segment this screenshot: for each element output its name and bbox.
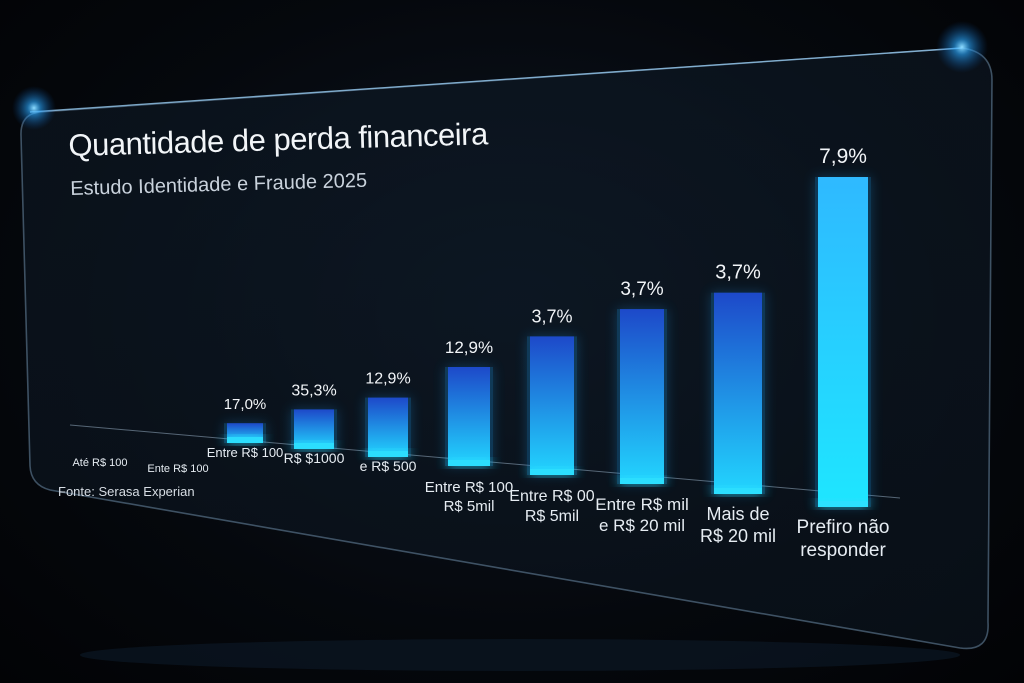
bar-base-glow (530, 469, 574, 475)
bar-base-glow (818, 501, 868, 507)
category-label-line: R$ 5mil (525, 508, 579, 525)
category-label: Prefiro não responder (797, 517, 890, 561)
bar-base-glow (620, 478, 664, 484)
bar-7 (620, 309, 664, 484)
category-label-line: Entre R$ mil (595, 495, 689, 514)
bar-3 (294, 409, 334, 449)
bar-9 (818, 177, 868, 507)
category-label-line: Até R$ 100 (72, 457, 127, 469)
category-label: Entre R$ 100 (207, 445, 284, 460)
category-label: Entre R$ 100 R$ 5mil (425, 479, 513, 515)
category-label-line: Entre R$ 00 (509, 488, 594, 505)
category-label-line: Entre R$ 100 (207, 445, 284, 460)
value-label: 12,9% (365, 371, 410, 388)
category-label-line: Entre R$ 100 (425, 479, 513, 496)
bar-base-glow (448, 460, 490, 466)
bar-6 (530, 336, 574, 475)
category-label: Entre R$ mil e R$ 20 mil (595, 495, 689, 535)
bar-5 (448, 367, 490, 466)
bar-8 (714, 292, 762, 494)
value-label: 3,7% (531, 306, 572, 326)
category-label-line: responder (800, 540, 886, 561)
category-label: Ente R$ 100 (147, 463, 208, 475)
bar-base-glow (294, 443, 334, 449)
value-label: 17,0% (224, 396, 267, 413)
category-label: Mais de R$ 20 mil (700, 504, 776, 546)
category-label-line: Ente R$ 100 (147, 463, 208, 475)
category-label-line: e R$ 500 (360, 458, 417, 474)
bar-base-glow (368, 451, 408, 457)
category-label-line: R$ $1000 (284, 450, 345, 466)
value-label: 3,7% (620, 279, 663, 300)
category-label-line: Prefiro não (797, 517, 890, 538)
value-label: 35,3% (291, 382, 336, 399)
category-label-line: R$ 20 mil (700, 526, 776, 546)
category-label: e R$ 500 (360, 458, 417, 474)
bar-base-glow (227, 437, 263, 443)
value-label: 7,9% (819, 145, 867, 168)
bar-4 (368, 397, 408, 457)
category-label-line: Mais de (706, 504, 769, 524)
category-label-line: R$ 5mil (444, 498, 495, 515)
bar-base-glow (714, 488, 762, 494)
source-note: Fonte: Serasa Experian (58, 484, 195, 499)
category-label: Entre R$ 00 R$ 5mil (509, 488, 594, 525)
category-label-line: e R$ 20 mil (599, 516, 685, 535)
category-label: Até R$ 100 (72, 457, 127, 469)
value-label: 3,7% (715, 262, 761, 284)
category-label: R$ $1000 (284, 450, 345, 466)
value-label: 12,9% (445, 338, 493, 357)
